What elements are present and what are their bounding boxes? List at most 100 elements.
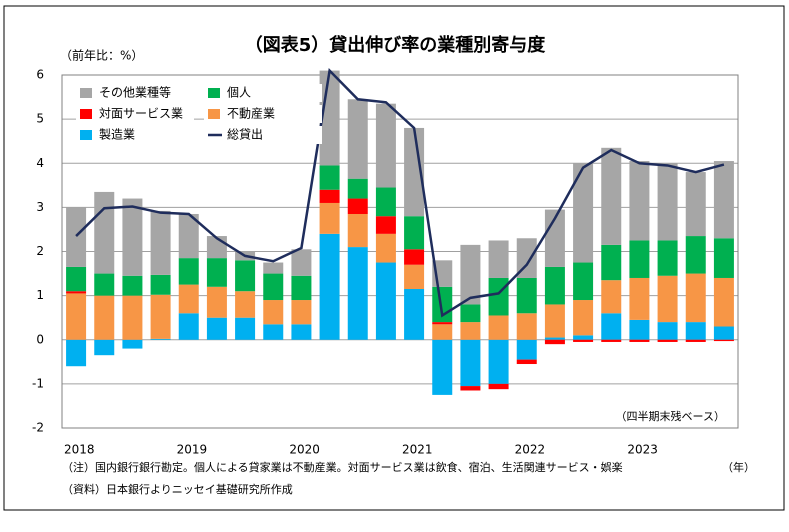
bar-segment	[404, 264, 425, 290]
bar-segment	[206, 286, 227, 318]
bar-segment	[629, 319, 650, 340]
y-tick-label: 4	[36, 156, 44, 170]
bar-segment	[713, 277, 734, 327]
legend-label: 不動産業	[227, 106, 275, 121]
note: （資料）日本銀行よりニッセイ基礎研究所作成	[62, 482, 293, 496]
bar-segment	[122, 198, 143, 276]
note: （注）国内銀行銀行勘定。個人による貸家業は不動産業。対面サービス業は飲食、宿泊、…	[62, 460, 623, 474]
bar-segment	[347, 247, 368, 340]
bar-segment	[206, 258, 227, 287]
bar-segment	[150, 338, 171, 340]
bar-segment	[629, 161, 650, 241]
bar-segment	[150, 210, 171, 275]
bar-segment	[263, 273, 284, 301]
bar-segment	[516, 277, 537, 314]
bar-segment	[488, 383, 509, 390]
legend-swatch	[80, 109, 92, 119]
bar-segment	[347, 178, 368, 199]
bar-segment	[516, 313, 537, 340]
bar-segment	[544, 304, 565, 338]
bar-segment	[404, 249, 425, 265]
plot-border	[61, 74, 739, 429]
legend-bg	[204, 84, 322, 102]
bar-segment	[516, 339, 537, 360]
bar-segment	[347, 198, 368, 214]
y-tick-label: 5	[36, 112, 44, 126]
bar-segment	[657, 275, 678, 323]
bar-segment	[432, 324, 453, 340]
bar-segment	[657, 322, 678, 340]
bar-segment	[685, 322, 706, 340]
bar-segment	[601, 147, 622, 245]
bar-segment	[460, 304, 481, 323]
bar-segment	[573, 262, 594, 301]
bar-segment	[488, 339, 509, 384]
chart-title: （図表5）貸出伸び率の業種別寄与度	[245, 34, 547, 56]
bar-segment	[94, 295, 115, 340]
bar-segment	[122, 295, 143, 340]
bar-segment	[629, 240, 650, 278]
bar-segment	[347, 99, 368, 179]
bar-segment	[460, 386, 481, 391]
legend-bg	[204, 105, 322, 123]
bar-segment	[573, 339, 594, 342]
bar-segment	[178, 313, 199, 340]
bar-segment	[291, 300, 312, 325]
bar-segment	[291, 249, 312, 276]
bar-segment	[94, 273, 115, 296]
bar-segment	[544, 337, 565, 340]
legend-swatch	[208, 109, 220, 119]
bar-segment	[516, 359, 537, 365]
bar-segment	[488, 240, 509, 278]
legend-label: 製造業	[99, 128, 135, 142]
bar-segment	[66, 339, 87, 367]
bar-segment	[235, 317, 256, 340]
y-tick-label: 2	[36, 244, 44, 258]
bar-segment	[601, 244, 622, 281]
y-tick-label: 0	[36, 332, 44, 346]
bar-segment	[66, 291, 87, 294]
bar-segment	[150, 274, 171, 295]
bar-segment	[375, 216, 396, 234]
bar-segment	[263, 300, 284, 325]
bar-segment	[544, 209, 565, 267]
y-tick-label: 1	[36, 288, 44, 302]
legend-swatch	[80, 130, 92, 140]
bar-segment	[178, 213, 199, 259]
bar-segment	[319, 202, 340, 234]
bar-segment	[460, 339, 481, 387]
x-tick-label: 2019	[177, 443, 208, 457]
bar-segment	[291, 324, 312, 340]
legend-swatch	[80, 88, 92, 98]
bar-segment	[263, 324, 284, 340]
bar-segment	[375, 187, 396, 217]
bar-segment	[375, 103, 396, 188]
y-tick-label: 6	[36, 68, 44, 82]
x-tick-label: 2023	[627, 443, 658, 457]
bar-segment	[629, 339, 650, 342]
x-tick-label: 2018	[64, 443, 95, 457]
bar-segment	[685, 273, 706, 323]
x-axis-label: （年）	[722, 460, 755, 474]
bar-segment	[178, 284, 199, 314]
legend-bg	[204, 126, 322, 144]
bar-segment	[573, 300, 594, 336]
bar-segment	[94, 191, 115, 274]
bar-segment	[404, 127, 425, 217]
bar-segment	[66, 266, 87, 292]
bar-segment	[319, 233, 340, 340]
y-tick-label: 3	[36, 200, 44, 214]
bar-segment	[432, 339, 453, 395]
bar-segment	[685, 236, 706, 274]
y-tick-label: -2	[32, 421, 44, 435]
legend-label: 対面サービス業	[99, 107, 183, 121]
bar-segment	[235, 260, 256, 292]
x-tick-label: 2022	[515, 443, 546, 457]
bar-segment	[263, 262, 284, 274]
bar-segment	[319, 189, 340, 203]
line	[75, 67, 725, 318]
bar-segment	[375, 233, 396, 263]
x-tick-label: 2020	[289, 443, 320, 457]
bar-segment	[573, 335, 594, 340]
bar-segment	[66, 207, 87, 267]
